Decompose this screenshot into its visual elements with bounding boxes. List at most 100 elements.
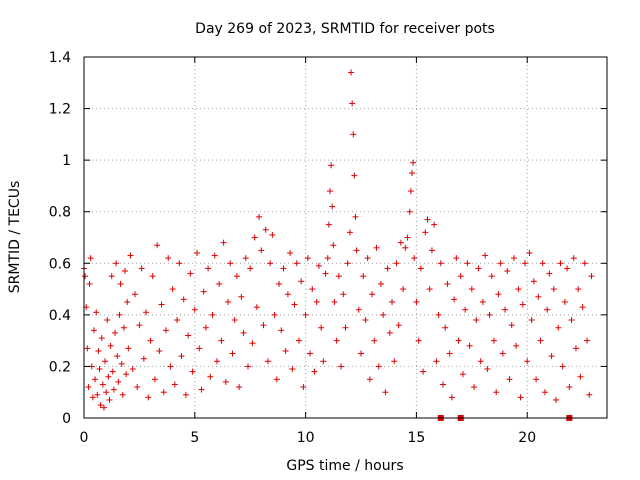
data-point [140,355,147,362]
chart-title: Day 269 of 2023, SRMTID for receiver pot… [195,21,495,37]
data-point [85,384,92,391]
data-point [382,389,389,396]
data-point [202,324,209,331]
data-point [325,221,332,228]
data-point [326,188,333,195]
data-point [138,265,145,272]
grid [84,57,607,418]
data-point [307,350,314,357]
data-point [178,353,185,360]
data-point [251,234,258,241]
data-point [572,345,579,352]
data-point [218,337,225,344]
data-point [568,317,575,324]
data-point [349,100,356,107]
data-point [185,332,192,339]
data-point [108,273,115,280]
data-point [165,255,172,262]
data-point [528,317,535,324]
data-point [124,298,131,305]
data-point [475,265,482,272]
data-point [205,265,212,272]
data-point [371,337,378,344]
data-point [158,301,165,308]
data-point [451,296,458,303]
data-point [136,322,143,329]
data-point [196,345,203,352]
data-point [522,260,529,267]
data-point [493,389,500,396]
data-point [106,396,113,403]
data-point [240,329,247,336]
data-point [557,260,564,267]
y-axis-label: SRMTID / TECUs [7,181,23,294]
data-point [348,69,355,76]
x-tick-labels: 0 5 10 15 20 [80,430,537,446]
data-point [340,291,347,298]
data-point [342,324,349,331]
data-point [351,172,358,179]
y-tick-label: 0.6 [49,256,71,272]
data-point [238,293,245,300]
data-point [313,298,320,305]
data-point [97,402,104,409]
data-point [400,286,407,293]
data-point [428,247,435,254]
data-point [191,306,198,313]
data-point [373,244,380,251]
data-point [564,265,571,272]
data-point [490,337,497,344]
data-point [119,391,126,398]
data-point [236,384,243,391]
data-point [524,358,531,365]
data-point [86,280,93,287]
data-point [222,378,229,385]
data-point [211,252,218,259]
data-point [471,384,478,391]
data-point [473,317,480,324]
data-point [107,342,114,349]
data-point [112,329,119,336]
data-point [555,324,562,331]
data-point [118,360,125,367]
data-point [575,286,582,293]
data-point [579,304,586,311]
x-tick-label: 5 [190,430,199,446]
data-point [417,265,424,272]
data-point [311,368,318,375]
x-tick-label: 0 [80,430,89,446]
data-point [407,188,414,195]
data-point [207,373,214,380]
y-tick-label: 1.4 [49,50,71,66]
data-point [561,298,568,305]
data-point [506,376,513,383]
data-point [444,280,451,287]
data-point [389,298,396,305]
data-point [113,260,120,267]
data-point [125,345,132,352]
data-point [468,286,475,293]
y-tick-label: 0.2 [49,359,71,375]
data-point [213,358,220,365]
data-point [364,255,371,262]
data-point [169,286,176,293]
data-point [413,298,420,305]
data-point [352,213,359,220]
data-point [366,376,373,383]
data-point [411,255,418,262]
data-point [127,252,134,259]
data-point [335,273,342,280]
y-tick-label: 0 [62,411,71,427]
data-point [384,265,391,272]
data-point [298,278,305,285]
data-point [422,229,429,236]
data-point [99,381,106,388]
data-point [544,306,551,313]
data-point [116,311,123,318]
data-point [486,311,493,318]
data-point [114,353,121,360]
data-point [100,404,107,411]
data-point [262,226,269,233]
data-point [533,376,540,383]
